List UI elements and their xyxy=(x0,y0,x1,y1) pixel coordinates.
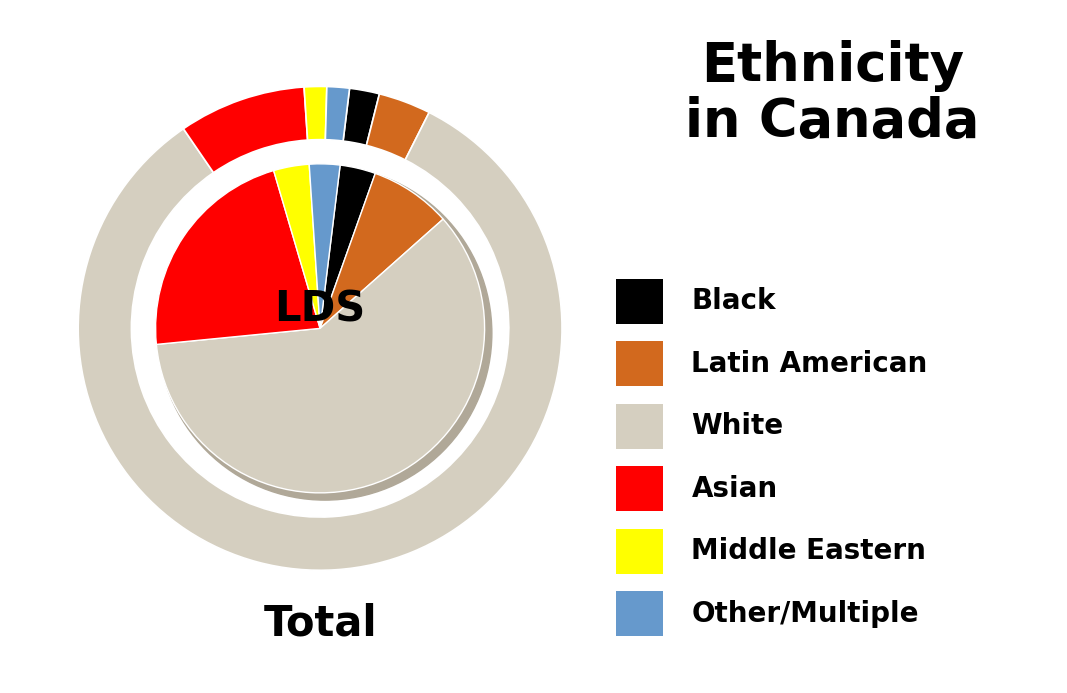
Wedge shape xyxy=(309,164,340,328)
Text: Total: Total xyxy=(264,602,377,644)
Wedge shape xyxy=(157,219,484,493)
Text: LDS: LDS xyxy=(274,288,366,330)
Wedge shape xyxy=(273,164,320,328)
Wedge shape xyxy=(325,87,350,141)
Text: Asian: Asian xyxy=(691,475,778,502)
FancyBboxPatch shape xyxy=(617,342,664,386)
Wedge shape xyxy=(184,87,307,173)
Text: Middle Eastern: Middle Eastern xyxy=(691,537,926,565)
Wedge shape xyxy=(320,173,443,328)
FancyBboxPatch shape xyxy=(617,279,664,324)
FancyBboxPatch shape xyxy=(617,404,664,448)
Wedge shape xyxy=(157,219,484,493)
FancyBboxPatch shape xyxy=(617,529,664,574)
Wedge shape xyxy=(156,170,320,344)
FancyBboxPatch shape xyxy=(617,466,664,511)
Wedge shape xyxy=(320,165,376,328)
Wedge shape xyxy=(320,173,443,328)
Text: White: White xyxy=(691,412,783,440)
Wedge shape xyxy=(78,112,562,570)
Wedge shape xyxy=(304,87,327,140)
Text: Latin American: Latin American xyxy=(691,350,927,378)
Text: Ethnicity
in Canada: Ethnicity in Canada xyxy=(685,40,980,148)
FancyBboxPatch shape xyxy=(617,591,664,636)
Text: Black: Black xyxy=(691,288,776,315)
Wedge shape xyxy=(366,94,429,160)
Text: Other/Multiple: Other/Multiple xyxy=(691,599,919,628)
Wedge shape xyxy=(156,170,320,344)
Wedge shape xyxy=(273,164,320,328)
Wedge shape xyxy=(320,165,376,328)
Circle shape xyxy=(158,166,492,500)
Wedge shape xyxy=(344,88,380,146)
Wedge shape xyxy=(309,164,340,328)
